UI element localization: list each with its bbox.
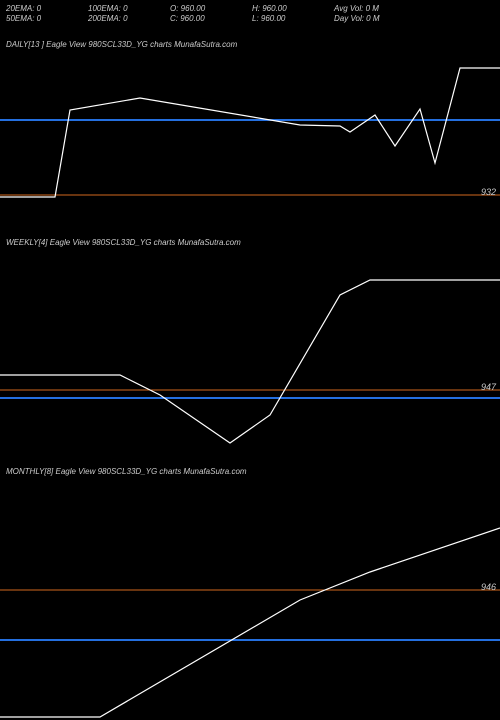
monthly-panel-label: MONTHLY[8] Eagle View 980SCL33D_YG chart… (6, 467, 247, 476)
chart-canvas (0, 0, 500, 720)
monthly-price-label: 946 (481, 582, 496, 592)
daily-panel-label: DAILY[13 ] Eagle View 980SCL33D_YG chart… (6, 40, 237, 49)
daily-price-label: 932 (481, 187, 496, 197)
monthly-price-series (0, 528, 500, 717)
daily-price-series (0, 68, 500, 197)
weekly-price-series (0, 280, 500, 443)
weekly-panel-label: WEEKLY[4] Eagle View 980SCL33D_YG charts… (6, 238, 241, 247)
weekly-price-label: 947 (481, 382, 496, 392)
